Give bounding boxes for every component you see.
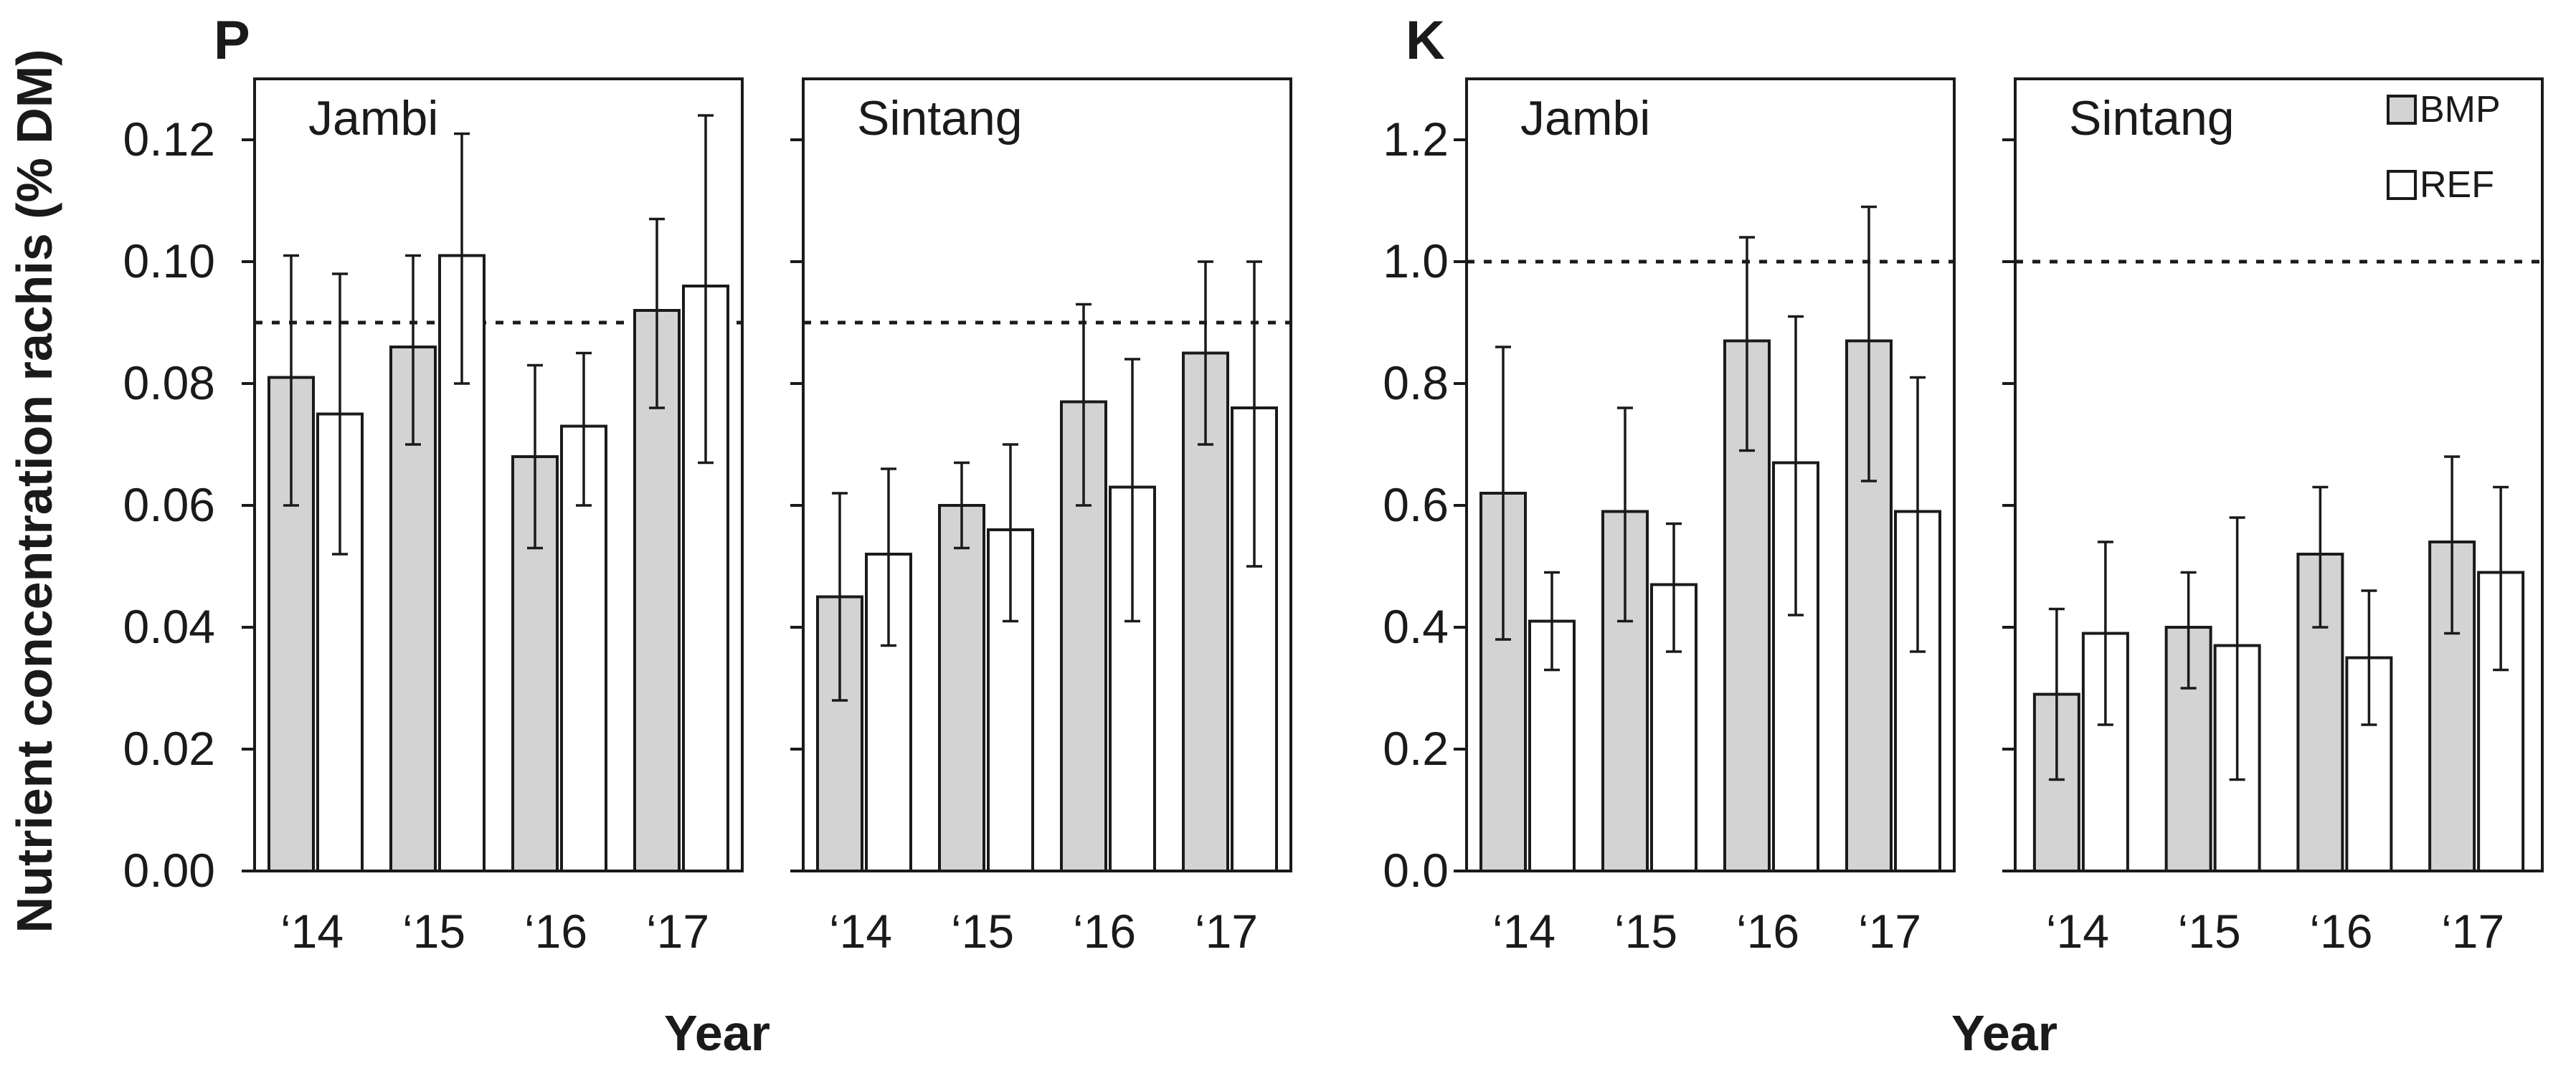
x-tick-label: ‘16 <box>524 905 587 958</box>
x-tick-label: ‘15 <box>1614 905 1677 958</box>
legend-swatch-bmp <box>2387 95 2417 125</box>
x-tick-label: ‘15 <box>402 905 465 958</box>
legend-label-ref: REF <box>2420 164 2494 206</box>
x-tick-label: ‘17 <box>646 905 709 958</box>
panel-frame <box>2014 77 2544 872</box>
panel-frame <box>1465 77 1956 872</box>
y-tick-label: 1.0 <box>1383 234 1449 287</box>
panel-letter-P: P <box>214 10 250 71</box>
legend-swatch-ref <box>2387 170 2417 200</box>
bar-ref <box>1772 461 1819 872</box>
y-tick-label: 0.02 <box>123 722 215 775</box>
y-tick-label: 0.10 <box>123 234 215 287</box>
y-tick-label: 0.4 <box>1383 600 1449 653</box>
x-tick-label: ‘17 <box>2441 905 2504 958</box>
y-tick-label: 1.2 <box>1383 113 1449 166</box>
y-tick-label: 0.04 <box>123 600 215 653</box>
bar-ref <box>438 254 486 872</box>
y-tick-label: 0.00 <box>123 844 215 897</box>
y-tick-label: 0.08 <box>123 356 215 409</box>
x-axis-title: Year <box>1951 1005 2058 1061</box>
panel-name-sintang: Sintang <box>857 91 1023 146</box>
y-axis-title: Nutrient concentration rachis (% DM) <box>6 49 62 933</box>
x-tick-label: ‘14 <box>2046 905 2109 958</box>
plot-layer: P 0.00 0.02 0.04 0.06 0.08 0.10 0.12 Jambi ‘14 ‘15… <box>123 10 2544 1061</box>
x-tick-label: ‘16 <box>2309 905 2372 958</box>
y-tick-label: 0.06 <box>123 478 215 531</box>
panel-name-sintang: Sintang <box>2069 91 2235 146</box>
panel-frame <box>802 77 1292 872</box>
panel-name-jambi: Jambi <box>1520 91 1650 146</box>
y-tick-label: 0.8 <box>1383 356 1449 409</box>
x-tick-label: ‘16 <box>1736 905 1799 958</box>
bar-bmp <box>938 504 985 872</box>
x-tick-label: ‘15 <box>951 905 1014 958</box>
x-tick-label: ‘14 <box>1492 905 1555 958</box>
x-tick-label: ‘16 <box>1073 905 1136 958</box>
y-tick-label: 0.0 <box>1383 844 1449 897</box>
panel-frame <box>253 77 744 872</box>
x-tick-label: ‘15 <box>2178 905 2241 958</box>
bar-ref <box>1528 619 1576 872</box>
panel-name-jambi: Jambi <box>308 91 438 146</box>
panel-letter-K: K <box>1406 10 1445 71</box>
x-tick-label: ‘17 <box>1195 905 1258 958</box>
y-tick-label: 0.12 <box>123 113 215 166</box>
y-tick-label: 0.6 <box>1383 478 1449 531</box>
legend-label-bmp: BMP <box>2420 89 2501 130</box>
x-axis-title: Year <box>664 1005 770 1061</box>
x-tick-label: ‘14 <box>829 905 892 958</box>
bar-ref <box>316 412 364 872</box>
x-tick-label: ‘17 <box>1858 905 1921 958</box>
y-tick-label: 0.2 <box>1383 722 1449 775</box>
x-tick-label: ‘14 <box>280 905 344 958</box>
